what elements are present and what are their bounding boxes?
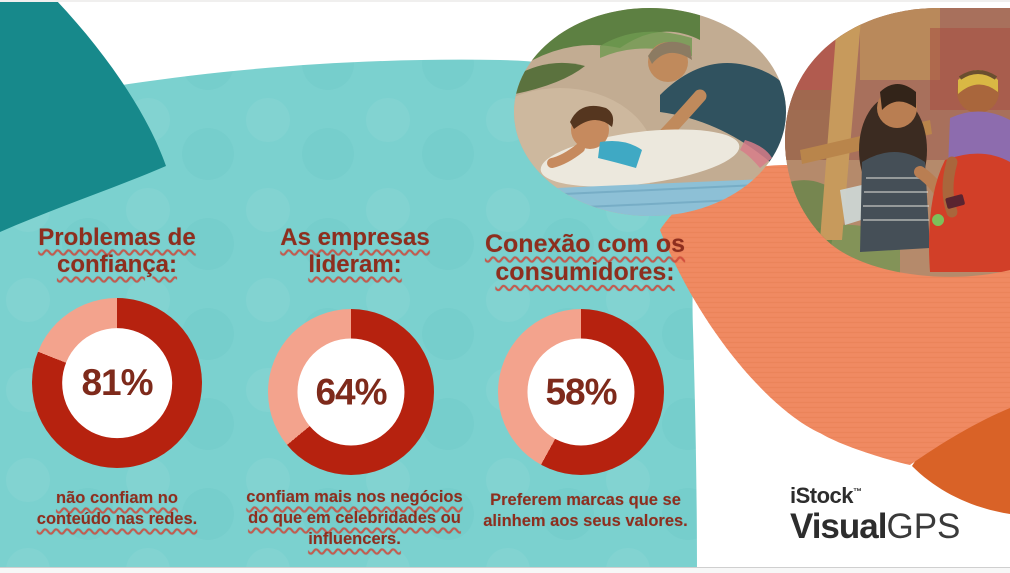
- slide-bottom-edge: [0, 567, 1010, 573]
- stat-heading-line: Problemas de: [38, 224, 196, 251]
- stat-heading-line: confiança:: [56, 251, 178, 279]
- stat-heading-trust-problems: Problemas de confiança:: [10, 224, 224, 278]
- stat-caption: não confiam no conteúdo nas redes.: [36, 489, 198, 529]
- gps-text: GPS: [886, 507, 961, 546]
- percent-value: 81%: [81, 361, 153, 403]
- surf-lesson-beach-photo: [514, 8, 786, 216]
- stat-heading-line: lideram:: [308, 251, 402, 279]
- donut-hole: 81%: [62, 328, 172, 438]
- percent-value: 58%: [545, 371, 617, 412]
- trademark-symbol: ™: [853, 486, 862, 497]
- donut-hole: 58%: [527, 338, 635, 446]
- donut-chart-81: 81%: [32, 298, 202, 468]
- percent-value: 64%: [315, 371, 387, 412]
- stat-heading-consumer-connection: Conexão com os consumidores:: [462, 230, 708, 287]
- visualgps-wordmark: VisualGPS: [790, 507, 961, 546]
- teal-leaf-corner: [0, 0, 166, 232]
- stat-heading-line: consumidores:: [495, 258, 675, 287]
- stat-caption: Preferem marcas que se alinhem aos seus …: [483, 491, 688, 531]
- istock-visualgps-logo: iStock™ VisualGPS: [790, 485, 960, 546]
- donut-chart-64: 64%: [268, 309, 434, 475]
- donut-hole: 64%: [297, 338, 405, 446]
- stat-heading-line: Conexão com os: [484, 230, 686, 258]
- istock-brand-text: iStock: [790, 483, 854, 508]
- stat-caption: confiam mais nos negócios do que em cele…: [246, 488, 463, 549]
- donut-chart-58: 58%: [498, 309, 664, 475]
- stat-heading-businesses-lead: As empresas lideram:: [248, 224, 462, 278]
- slide-top-edge: [0, 0, 1010, 2]
- stat-heading-line: As empresas: [280, 224, 430, 251]
- istock-wordmark: iStock™: [790, 485, 960, 507]
- visual-text: Visual: [790, 507, 887, 546]
